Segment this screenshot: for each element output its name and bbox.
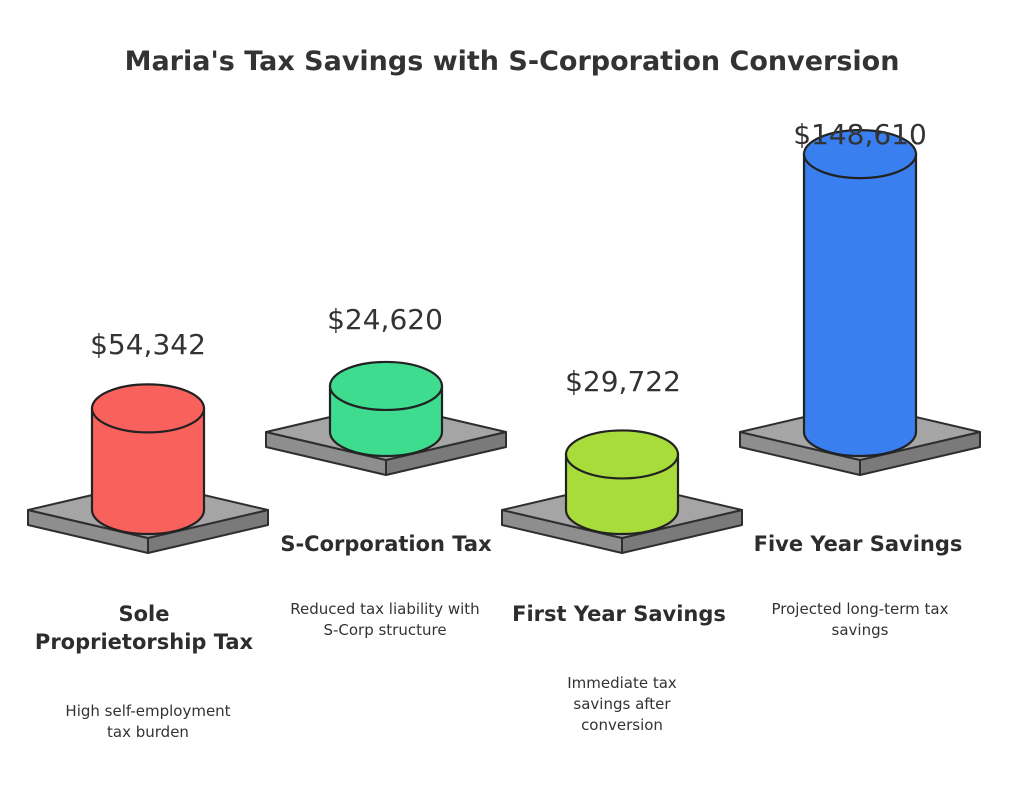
- bar-five-year: [802, 152, 918, 458]
- bar-group-s-corporation: [265, 360, 507, 476]
- bar-group-sole-proprietorship: [27, 383, 269, 554]
- category-label-sole-proprietorship: Sole Proprietorship Tax: [34, 602, 254, 654]
- value-label-first-year: $29,722: [565, 365, 681, 398]
- description-s-corporation: Reduced tax liability with S-Corp struct…: [290, 600, 480, 639]
- category-label-s-corporation: S-Corporation Tax: [280, 532, 492, 556]
- bar-top-s-corporation: [328, 360, 444, 412]
- value-label-s-corporation: $24,620: [327, 303, 443, 336]
- description-sole-proprietorship: High self-employment tax burden: [65, 702, 231, 741]
- category-label-first-year: First Year Savings: [512, 602, 726, 626]
- bar-top-sole-proprietorship: [90, 383, 206, 434]
- description-five-year: Projected long-term tax savings: [771, 600, 949, 639]
- value-label-sole-proprietorship: $54,342: [90, 328, 206, 361]
- bar-group-five-year: [739, 128, 981, 476]
- chart-title: Maria's Tax Savings with S-Corporation C…: [124, 46, 900, 77]
- bar-group-first-year: [501, 429, 743, 554]
- category-label-five-year: Five Year Savings: [753, 532, 963, 556]
- bar-sole-proprietorship: [90, 407, 206, 536]
- bar-top-five-year: [802, 128, 918, 180]
- description-first-year: Immediate tax savings after conversion: [567, 674, 677, 734]
- value-label-five-year: $148,610: [793, 118, 927, 151]
- bar-top-first-year: [564, 429, 680, 480]
